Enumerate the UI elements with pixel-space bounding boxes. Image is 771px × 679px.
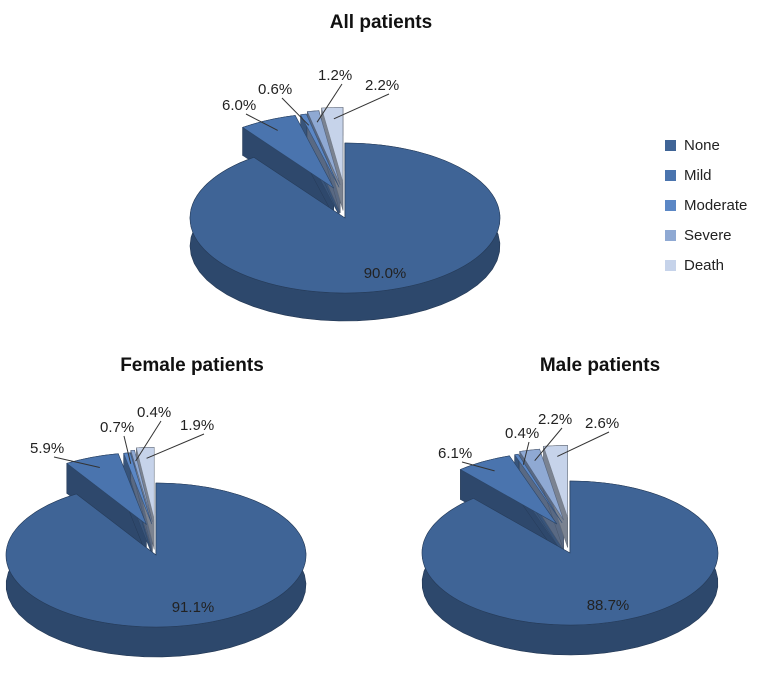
leader-line-severe [534,427,563,462]
data-label-moderate: 0.7% [100,419,134,436]
legend-swatch-none [665,140,676,151]
pie-slice-none [421,480,719,626]
pie-slice-moderate [300,113,340,188]
data-label-mild: 6.0% [222,97,256,114]
leader-line-death [333,93,390,120]
pie-slice-mild [241,115,335,189]
chart-male-patients: Male patients 88.7% 6.1% 0.4%2.2% 2.6% [421,355,719,656]
legend-label-mild: Mild [684,167,712,184]
pie-slice-severe [519,448,564,521]
pie-slice-severe [306,110,341,186]
chart-title: Female patients [120,355,264,376]
leader-line-severe [135,420,162,462]
legend-label-severe: Severe [684,227,732,244]
data-label-death: 1.9% [180,417,214,434]
pie-slice-death [135,447,155,520]
data-label-none: 88.7% [587,597,630,614]
leader-line-death [146,433,205,459]
data-label-moderate: 0.4% [505,425,539,442]
data-label-mild: 6.1% [438,445,472,462]
pie-slice-none [5,482,307,628]
pie-slice-death [543,445,568,518]
chart-title: All patients [330,12,432,33]
leader-line-moderate [281,97,310,126]
data-label-mild: 5.9% [30,440,64,457]
leader-line-mild [53,456,100,468]
data-label-severe: 2.2% [538,411,572,428]
pie-slice-moderate [514,453,563,524]
data-label-none: 91.1% [172,599,215,616]
legend-swatch-severe [665,230,676,241]
legend: None Mild Moderate Severe Death [665,137,747,274]
chart-all-patients: All patients 90.0% 6.0%0.6% 1.2% 2.2% [189,12,501,322]
legend-label-moderate: Moderate [684,197,747,214]
pie-slice-moderate [123,452,153,525]
data-label-severe: 0.4% [137,404,171,421]
leader-line-mild [461,461,495,472]
data-label-death: 2.2% [365,77,399,94]
legend-swatch-moderate [665,200,676,211]
legend-label-none: None [684,137,720,154]
pie-slice-mild [459,455,558,525]
data-label-none: 90.0% [364,265,407,282]
legend-label-death: Death [684,257,724,274]
data-label-moderate: 0.6% [258,81,292,98]
data-label-death: 2.6% [585,415,619,432]
chart-title: Male patients [540,355,660,376]
leader-line-severe [316,83,343,123]
leader-line-death [557,431,610,457]
pie-slice-death [321,107,344,183]
leader-line-moderate [522,441,530,465]
legend-swatch-death [665,260,676,271]
chart-female-patients: Female patients 91.1% 5.9% 0.7%0.4% 1.9% [5,355,307,658]
leader-line-moderate [123,435,132,464]
leader-line-mild [245,113,278,131]
pie-slice-severe [130,449,153,522]
data-label-severe: 1.2% [318,67,352,84]
pie-slice-mild [66,453,148,526]
legend-swatch-mild [665,170,676,181]
pie-slice-none [189,142,501,294]
